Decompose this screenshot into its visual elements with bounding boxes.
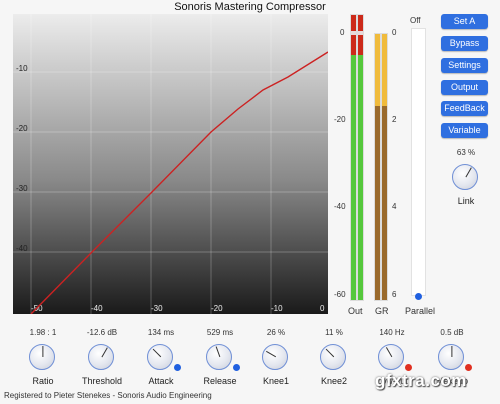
attack-control: 134 ms Attack [130, 328, 192, 390]
ratio-knob[interactable] [29, 344, 55, 370]
meter-scale-label: -60 [334, 290, 346, 299]
graph-y-tick: -20 [16, 124, 28, 133]
ratio-value: 1.98 : 1 [29, 328, 57, 337]
graph-y-tick: -10 [16, 64, 28, 73]
release-auto-indicator[interactable] [233, 364, 240, 371]
knob-indicator [265, 350, 277, 358]
knee1-knob[interactable] [262, 344, 288, 370]
transfer-graph: -10 -20 -30 -40 -50 -40 -30 -20 -10 0 [13, 14, 328, 314]
output-meter [350, 14, 364, 301]
gr-meter-label: GR [375, 306, 389, 316]
link-value: 63 % [456, 148, 476, 157]
makeup-indicator[interactable] [465, 364, 472, 371]
meter-scale-label: -40 [334, 202, 346, 211]
knob-indicator [451, 346, 453, 357]
attack-label: Attack [148, 376, 174, 386]
variable-button[interactable]: Variable [441, 123, 488, 138]
makeup-label: Makeup [435, 376, 469, 386]
gr-scale-label: 0 [392, 28, 397, 37]
low-cut-label: Low-cut [376, 376, 408, 386]
settings-button[interactable]: Settings [441, 58, 488, 73]
meter-scale-label: 0 [340, 28, 345, 37]
threshold-knob[interactable] [88, 344, 114, 370]
feedback-button[interactable]: FeedBack [441, 101, 488, 116]
graph-x-tick: -40 [91, 304, 103, 313]
set-a-button[interactable]: Set A [441, 14, 488, 29]
link-control: 63 % Link [435, 148, 497, 210]
knee2-value: 11 % [325, 328, 343, 337]
graph-x-tick: -10 [271, 304, 283, 313]
makeup-value: 0.5 dB [440, 328, 464, 337]
graph-x-tick: -30 [151, 304, 163, 313]
knee1-value: 26 % [266, 328, 286, 337]
attack-value: 134 ms [147, 328, 175, 337]
link-knob[interactable] [452, 164, 478, 190]
low-cut-knob[interactable] [378, 344, 404, 370]
knob-indicator [101, 347, 108, 358]
ratio-label: Ratio [32, 376, 54, 386]
meter-scale-label: -20 [334, 115, 346, 124]
threshold-label: Threshold [81, 376, 123, 386]
release-knob[interactable] [206, 344, 232, 370]
knob-indicator [215, 346, 221, 358]
parallel-slider-track[interactable] [411, 28, 426, 296]
release-control: 529 ms Release [189, 328, 251, 390]
link-label: Link [457, 196, 475, 206]
parallel-slider-handle[interactable] [415, 293, 422, 300]
graph-background [13, 14, 328, 314]
knob-indicator [152, 348, 162, 358]
output-button[interactable]: Output [441, 80, 488, 95]
knee1-control: 26 % Knee1 [245, 328, 307, 390]
gr-meter-right-fill [382, 34, 387, 300]
makeup-knob[interactable] [438, 344, 464, 370]
parallel-value: Off [410, 16, 421, 25]
gr-scale-label: 6 [392, 290, 397, 299]
output-meter-label: Out [348, 306, 363, 316]
ratio-control: 1.98 : 1 Ratio [12, 328, 74, 390]
knee2-control: 11 % Knee2 [303, 328, 365, 390]
graph-x-tick: 0 [320, 304, 325, 313]
knee2-knob[interactable] [320, 344, 346, 370]
bypass-button[interactable]: Bypass [441, 36, 488, 51]
release-label: Release [203, 376, 237, 386]
knob-indicator [42, 346, 44, 357]
low-cut-value: 140 Hz [379, 328, 405, 337]
attack-knob[interactable] [147, 344, 173, 370]
graph-y-tick: -30 [16, 184, 28, 193]
gain-reduction-meter [374, 33, 388, 301]
parallel-label: Parallel [405, 306, 436, 316]
gr-scale-label: 2 [392, 115, 397, 124]
knob-indicator [325, 348, 335, 358]
gr-meter-left-fill [375, 34, 380, 300]
makeup-control: 0.5 dB Makeup [421, 328, 483, 390]
knob-indicator [385, 347, 393, 358]
window-title: Sonoris Mastering Compressor [174, 1, 326, 13]
output-meter-left-fill [351, 15, 356, 300]
knob-indicator [465, 167, 472, 178]
gr-scale-label: 4 [392, 202, 397, 211]
knee1-label: Knee1 [262, 376, 290, 386]
low-cut-indicator[interactable] [405, 364, 412, 371]
graph-y-tick: -40 [16, 244, 28, 253]
release-value: 529 ms [206, 328, 234, 337]
threshold-value: -12.6 dB [86, 328, 118, 337]
graph-x-tick: -20 [211, 304, 223, 313]
knee2-label: Knee2 [320, 376, 348, 386]
output-meter-right-fill [358, 15, 363, 300]
registration-footer: Registered to Pieter Stenekes - Sonoris … [4, 391, 212, 400]
threshold-control: -12.6 dB Threshold [71, 328, 133, 390]
attack-auto-indicator[interactable] [174, 364, 181, 371]
watermark: gfxtra.com [375, 371, 467, 390]
low-cut-control: 140 Hz Low-cut [361, 328, 423, 390]
transfer-curve [30, 51, 328, 314]
